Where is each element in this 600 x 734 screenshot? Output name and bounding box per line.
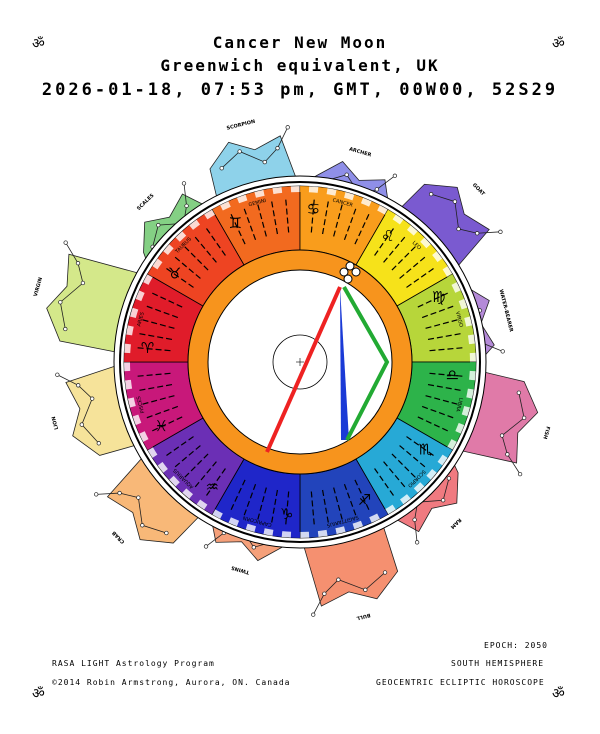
om-icon: ॐ [552, 36, 565, 52]
planet-marker [351, 267, 361, 277]
wheel-decoration-layer [187, 249, 413, 475]
constellation-label: SCORPION [226, 119, 256, 132]
sign-glyph: ♉ [168, 265, 181, 283]
constellation-label: RAM [449, 517, 462, 530]
constellation-label: SCALES [136, 192, 156, 211]
constellation-label: GOAT [471, 182, 486, 197]
sign-sector-aries: ARIES ♈ [123, 273, 204, 363]
sign-label: VIRGO [454, 311, 464, 328]
opposition-line [265, 286, 342, 453]
constellation-label: CRAB [111, 529, 126, 544]
hemisphere-label: SOUTH HEMISPHERE [451, 659, 545, 668]
sign-sector-sagittarius: SAGITTARIUS♐ [299, 458, 389, 539]
sign-glyph: ♓ [155, 417, 168, 435]
constellation-label: TWINS [230, 564, 250, 575]
copyright: ©2014 Robin Armstrong, Aurora, ON. Canad… [52, 678, 291, 687]
sign-label: CANCER [332, 198, 354, 209]
sign-sector-capricorn: CAPRICORN ♑ [211, 458, 301, 539]
sign-sector-virgo: VIRGO ♍ [396, 273, 477, 363]
planet-marker [343, 274, 353, 284]
sign-label: LIBRA [454, 397, 464, 413]
sign-label: LEO [411, 240, 422, 251]
sign-glyph: ♈ [141, 339, 154, 357]
planet-marker [339, 267, 349, 277]
chart-location: Greenwich equivalent, UK [160, 56, 440, 75]
square-wedge [340, 287, 349, 440]
sign-glyph: ♏ [419, 440, 433, 458]
sign-sector-leo: LEO ♌ [355, 209, 453, 307]
om-icon: ॐ [552, 686, 565, 702]
sign-sector-taurus: TAURUS♉ [147, 209, 245, 307]
constellation-label: LION [51, 416, 60, 431]
sign-glyph: ♋ [307, 200, 320, 218]
epoch-label: EPOCH: 2050 [484, 641, 548, 650]
chart-type-label: GEOCENTRIC ECLIPTIC HOROSCOPE [376, 678, 545, 687]
sign-glyph: ♊ [229, 214, 242, 232]
sign-label: GEMINI [248, 198, 267, 208]
chart-datetime: 2026-01-18, 07:53 pm, GMT, 00W00, 52S29 [41, 80, 559, 100]
om-icon: ॐ [32, 36, 45, 52]
sign-sector-libra: LIBRA ♎ [396, 361, 477, 451]
trine-line [342, 286, 390, 441]
sign-sector-scorpio: SCORPIO♏ [355, 417, 453, 515]
constellation-label: VIRGIN [33, 277, 44, 298]
sign-glyph: ♌ [381, 227, 394, 245]
sign-glyph: ♑ [280, 505, 293, 523]
sign-glyph: ♐ [358, 491, 371, 509]
sign-sector-pisces: PISCES ♓ [123, 361, 204, 451]
program-name: RASA LIGHT Astrology Program [52, 659, 215, 668]
sign-label: ARIES [136, 312, 146, 328]
planet-marker [345, 261, 355, 271]
om-icon: ॐ [32, 686, 45, 702]
constellation-label: BULL [355, 612, 371, 621]
constellation-label: FISH [541, 425, 550, 439]
chart-title: Cancer New Moon [212, 33, 388, 52]
aspect-lines-layer [265, 261, 390, 453]
constellation-label: WATER-BEARER [497, 289, 513, 333]
sign-sector-cancer: CANCER ♋ [299, 185, 389, 266]
sign-glyph: ♒ [206, 478, 219, 496]
earth-circle [272, 334, 328, 390]
sign-label: PISCES [136, 395, 146, 413]
sign-glyph: ♍ [432, 288, 445, 306]
sign-sector-aquarius: AQUARIUS ♒ [147, 417, 245, 515]
constellation-label: ARCHER [348, 146, 372, 158]
sign-glyph: ♎ [446, 366, 459, 384]
